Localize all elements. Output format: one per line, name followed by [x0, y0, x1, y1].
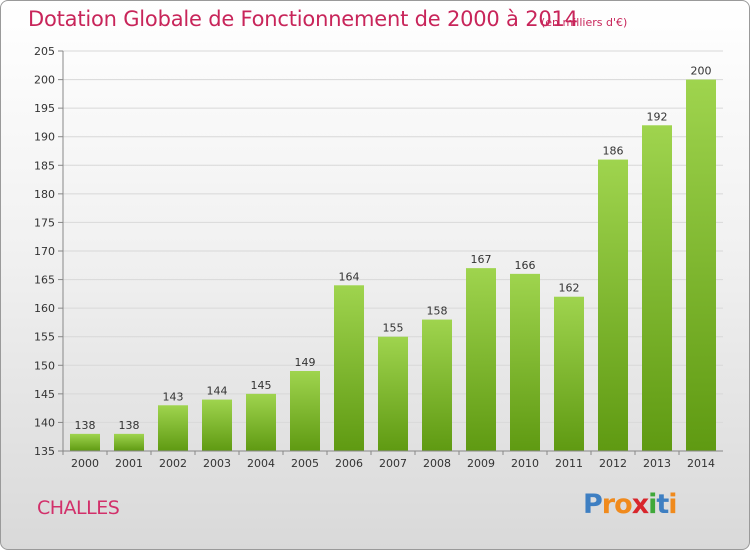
value-label: 145	[251, 379, 272, 392]
logo-letter: t	[656, 489, 669, 520]
bar-2007	[378, 336, 408, 451]
unit-note: (en milliers d'€)	[541, 16, 628, 29]
bar-2005	[290, 371, 320, 451]
x-tick-label: 2014	[687, 457, 715, 470]
x-tick-label: 2006	[335, 457, 363, 470]
value-label: 166	[515, 259, 536, 272]
y-tick-label: 150	[34, 359, 55, 372]
logo-letter: x	[631, 489, 649, 520]
bar-2014	[686, 79, 716, 452]
commune-name: CHALLES	[37, 497, 120, 519]
value-label: 162	[559, 282, 580, 295]
value-labels: 138 138 143 144 145 149 164 155 158 167 166 162 186 1…	[75, 65, 712, 432]
y-tick-label: 185	[34, 159, 55, 172]
bar-2001	[114, 433, 144, 451]
y-tick-label: 140	[34, 416, 55, 429]
proxiti-logo: Proxiti	[583, 489, 678, 520]
logo-letter: P	[583, 489, 603, 520]
logo-letter: i	[648, 489, 657, 520]
y-tick-label: 160	[34, 302, 55, 315]
bar-2009	[466, 268, 496, 451]
bar-2002	[158, 405, 188, 451]
bar-2008	[422, 319, 452, 451]
bar-2012	[598, 159, 628, 452]
y-tick-label: 180	[34, 188, 55, 201]
bars	[70, 79, 716, 452]
bar-2006	[334, 285, 364, 451]
x-tick-label: 2008	[423, 457, 451, 470]
y-tick-label: 200	[34, 74, 55, 87]
x-tick-label: 2002	[159, 457, 187, 470]
value-label: 144	[207, 385, 228, 398]
y-tick-label: 155	[34, 331, 55, 344]
bar-2000	[70, 433, 100, 451]
value-label: 200	[691, 65, 712, 78]
x-axis-ticks: 2000 2001 2002 2003 2004 2005 2006 2007 2008 2009…	[62, 451, 715, 470]
logo-letter: i	[668, 489, 677, 520]
value-label: 143	[163, 390, 184, 403]
value-label: 186	[603, 145, 624, 158]
y-tick-label: 170	[34, 245, 55, 258]
y-tick-label: 190	[34, 131, 55, 144]
y-tick-label: 165	[34, 274, 55, 287]
x-tick-label: 2011	[555, 457, 583, 470]
x-tick-label: 2010	[511, 457, 539, 470]
value-label: 138	[75, 419, 96, 432]
logo-letter: o	[614, 489, 633, 520]
x-tick-label: 2012	[599, 457, 627, 470]
y-tick-label: 205	[34, 45, 55, 58]
x-tick-label: 2013	[643, 457, 671, 470]
bar-2004	[246, 393, 276, 451]
x-tick-label: 2005	[291, 457, 319, 470]
value-label: 192	[647, 110, 668, 123]
bar-2010	[510, 273, 540, 451]
x-tick-label: 2009	[467, 457, 495, 470]
value-label: 167	[471, 253, 492, 266]
bar-2011	[554, 296, 584, 451]
y-tick-label: 145	[34, 388, 55, 401]
x-tick-label: 2007	[379, 457, 407, 470]
y-tick-label: 195	[34, 102, 55, 115]
bar-2003	[202, 399, 232, 451]
chart-title: Dotation Globale de Fonctionnement de 20…	[28, 7, 578, 31]
bar-2013	[642, 125, 672, 452]
value-label: 149	[295, 356, 316, 369]
x-tick-label: 2003	[203, 457, 231, 470]
y-axis-ticks: 135 140 145 150 155 160 165 170 175 180 185 190 195 2…	[34, 45, 63, 458]
x-tick-label: 2000	[71, 457, 99, 470]
x-tick-label: 2001	[115, 457, 143, 470]
value-label: 138	[119, 419, 140, 432]
y-tick-label: 175	[34, 216, 55, 229]
value-label: 164	[339, 270, 360, 283]
value-label: 155	[383, 322, 404, 335]
x-tick-label: 2004	[247, 457, 275, 470]
logo-letter: r	[601, 489, 615, 520]
value-label: 158	[427, 305, 448, 318]
y-tick-label: 135	[34, 445, 55, 458]
